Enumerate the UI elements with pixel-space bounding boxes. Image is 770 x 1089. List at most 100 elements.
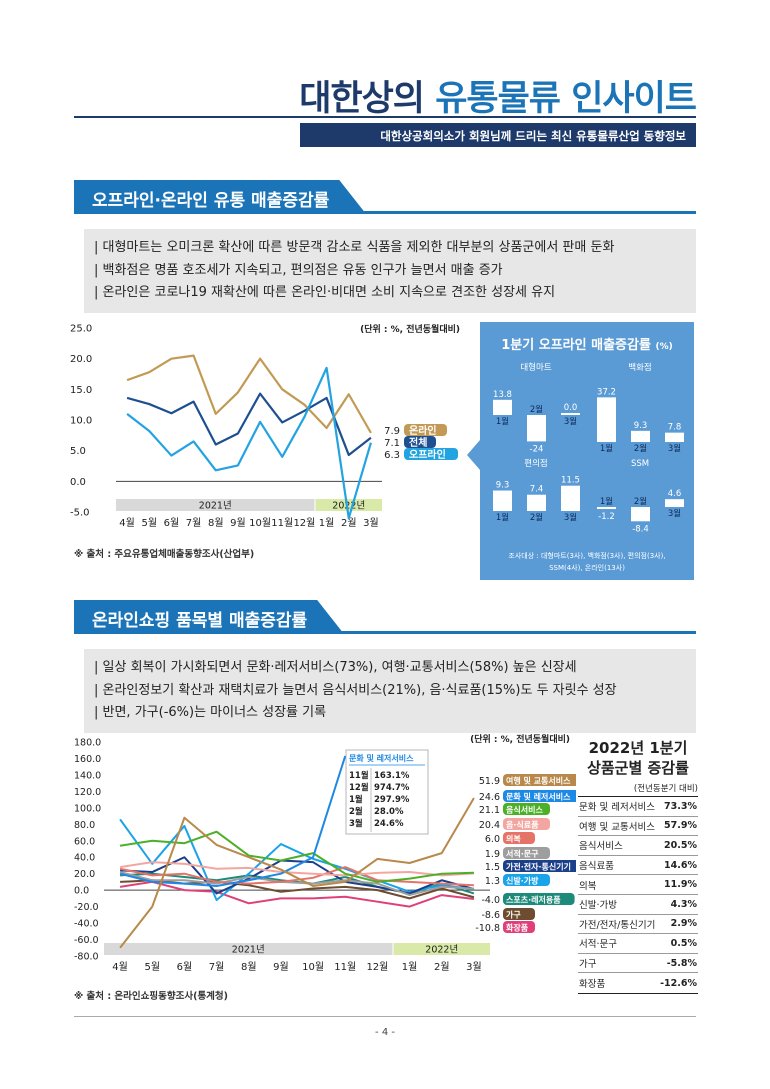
section2-source: ※ 출처 : 온라인쇼핑동향조사(통계청) [74,991,229,1002]
section1-heading: 오프라인·온라인 유통 매출증감률 [74,180,365,213]
series-end-value: 6.3 [384,450,400,461]
table-row: 가전/전자/통신기기 2.9% [578,915,698,935]
y-tick-label: 180.0 [74,738,101,749]
y-tick-label: -20.0 [74,902,99,913]
bar-month-label: 1월 [496,416,509,427]
year-label: 2022년 [425,945,458,956]
panel-title-unit: (%) [655,342,673,352]
y-tick-label: 160.0 [74,754,101,765]
bar [631,507,650,522]
series-line [126,392,372,457]
title-rule [74,116,696,118]
section1-bullets: | 대형마트는 오미크론 확산에 따른 방문객 감소로 식품을 제외한 대부분의… [84,229,696,313]
series-legend-label: 음식서비스 [506,805,543,815]
panel-note-2: SSM(4사), 온라인(13사) [549,564,625,572]
series-line [119,797,475,949]
bar-value-label: 9.3 [496,481,510,491]
series-legend-box [404,436,436,448]
series-end-value: 20.4 [479,820,500,831]
bar-month-label: 3월 [668,443,681,454]
panel-pointer [467,440,480,470]
bar [665,432,684,442]
bar [527,494,546,511]
series-end-value: 6.0 [485,834,500,845]
table-row: 화장품 -12.6% [578,973,698,993]
table-cell-value: 4.3% [670,898,697,910]
series-legend-box [503,874,550,886]
series-end-value: -10.8 [475,923,500,934]
series-legend-box [503,860,576,872]
x-tick-label: 4월 [112,961,128,973]
bar-value-label: 13.8 [493,390,512,400]
bar [561,413,580,415]
footer-rule [74,1016,696,1017]
bar-panel-title: SSM [631,459,649,469]
series-legend-label: 의복 [506,834,521,844]
bullet: | 온라인정보기 확산과 재택치료가 늘면서 음식서비스(21%), 음·식료품… [94,682,617,698]
table-cell-value: 2.9% [670,918,697,930]
table-cell-value: -5.8% [666,957,697,969]
series-line [119,830,474,883]
year-bar-2021 [104,943,393,955]
bar-month-label: 2월 [634,443,647,454]
callout-month: 12월 [349,782,369,793]
callout-month: 1월 [349,794,363,805]
panel-note-1: 조사대상 : 대형마트(3사), 백화점(3사), 편의점(3사), [508,552,666,560]
series-legend-label: 신발·가방 [506,876,539,886]
series-legend-box [503,847,550,859]
y-tick-label: 20.0 [70,354,92,365]
bar [631,430,650,442]
table-title-line1: 2022년 1분기 [588,739,688,757]
series-legend-label: 화장품 [506,923,529,933]
table-cell-category: 가구 [579,959,597,971]
series-legend-box [503,790,576,802]
series-legend-box [503,818,550,830]
y-tick-label: -40.0 [74,919,99,930]
bar-value-label: 11.5 [561,476,580,486]
series-end-value: 1.3 [485,876,500,887]
section1-rule [74,211,696,214]
table-cell-category: 음식료품 [579,861,614,873]
bullet: | 반면, 가구(-6%)는 마이너스 성장률 기록 [94,705,327,720]
table-unit: (전년동분기 대비) [633,784,698,794]
series-legend-box [503,774,576,786]
table-row: 신발·가방 4.3% [578,895,698,915]
chart1-unit: (단위 : %, 전년동월대비) [360,323,460,335]
x-tick-label: 6월 [177,961,193,973]
x-tick-label: 11월 [334,961,356,973]
year-label: 2021년 [199,501,232,512]
table-row: 여행 및 교통서비스 57.9% [578,817,698,837]
callout-value: 163.1% [374,771,410,781]
series-legend-box [503,908,535,920]
table-cell-category: 화장품 [579,979,606,991]
line-chart-online-categories: (단위 : %, 전년동월대비) 180.0 160.0 140.0 120.0 100.… [74,733,576,973]
bar [597,507,616,510]
table-row: 가구 -5.8% [578,954,698,974]
bar [561,485,580,511]
callout-month: 2월 [349,806,363,817]
callout-month: 3월 [349,818,363,829]
x-tick-label: 1월 [319,517,335,529]
y-tick-label: 80.0 [74,820,95,831]
y-tick-label: 5.0 [70,446,86,457]
x-tick-label: 2월 [341,517,357,529]
bar-month-label: 2월 [530,404,543,415]
year-label: 2021년 [232,945,265,956]
table-row: 의복 11.9% [578,875,698,895]
x-tick-label: 1월 [402,961,418,973]
panel-title: 1분기 오프라인 매출증감률 (%) [480,334,694,353]
table-row: 음식서비스 20.5% [578,836,698,856]
series-end-value: 1.9 [485,849,500,860]
bar [665,499,684,507]
page-title: 대한상의 유통물류 인사이트 [299,70,697,121]
table-cell-value: 20.5% [664,839,697,851]
callout-title: 문화 및 레저서비스 [349,753,414,763]
x-tick-label: 12월 [366,961,388,973]
series-end-value: -8.6 [481,910,500,921]
section2-heading: 온라인쇼핑 품목별 매출증감률 [74,600,343,633]
y-tick-label: 25.0 [70,324,92,335]
series-end-value: 24.6 [479,792,500,803]
series-line [119,755,347,888]
bar-month-label: 3월 [564,512,577,523]
